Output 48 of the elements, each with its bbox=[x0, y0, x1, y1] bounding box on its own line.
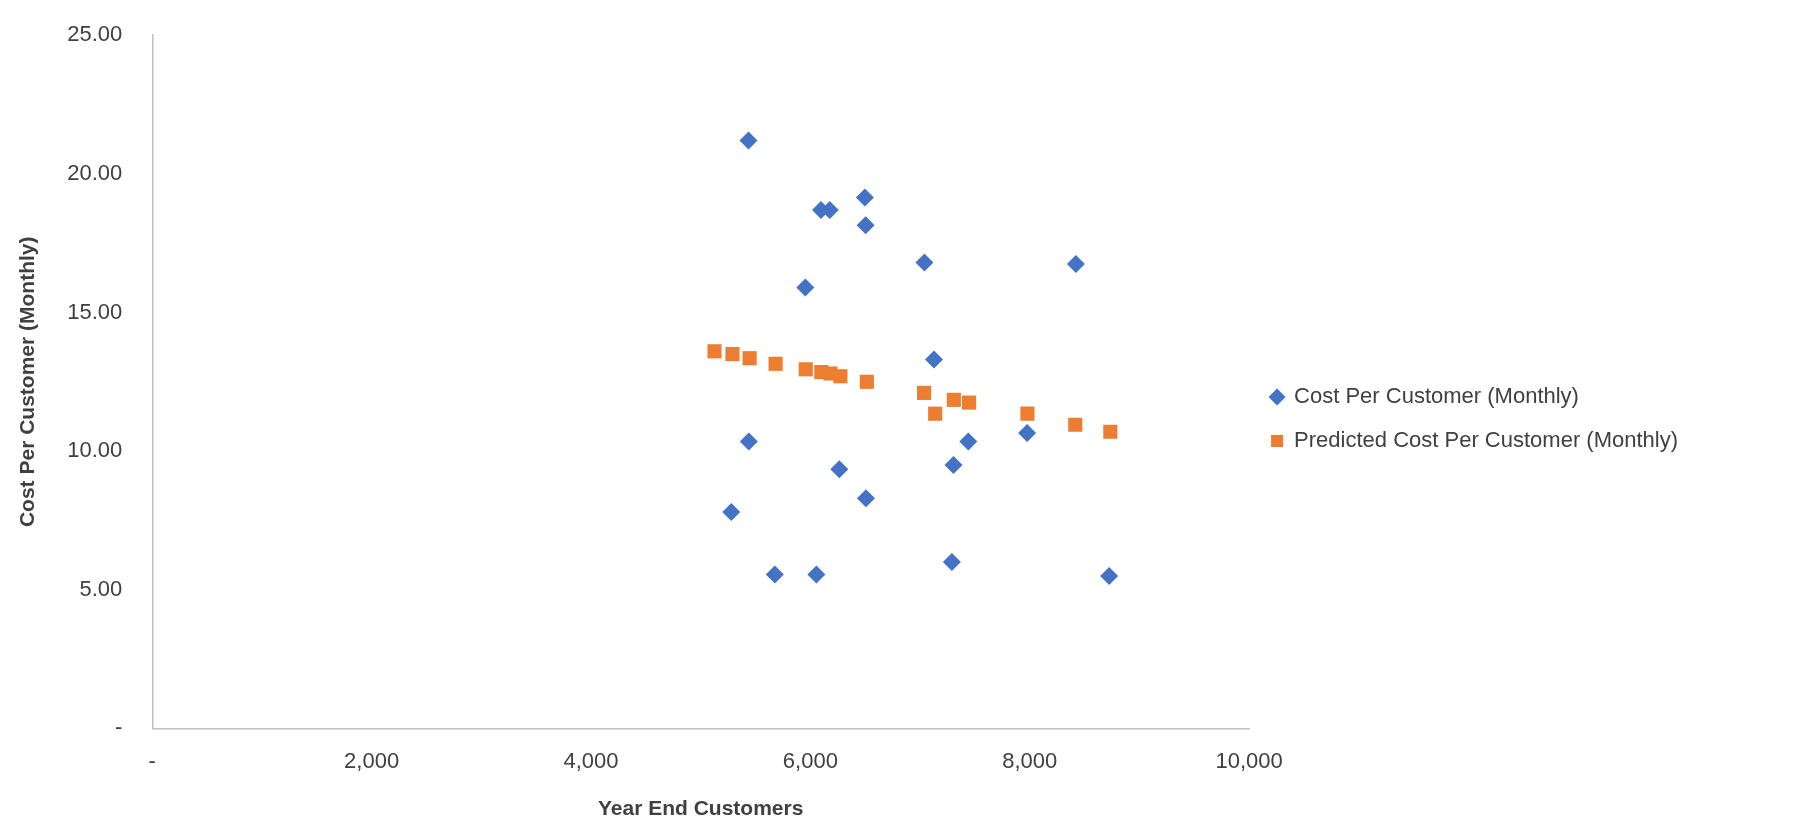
point bbox=[739, 131, 758, 150]
point bbox=[796, 278, 815, 297]
x-tick-label: - bbox=[148, 747, 156, 773]
point bbox=[830, 460, 849, 479]
y-tick-label: 10.00 bbox=[67, 437, 123, 463]
y-tick-label: 20.00 bbox=[67, 159, 123, 185]
legend-label: Cost Per Customer (Monthly) bbox=[1294, 383, 1579, 409]
point bbox=[742, 351, 757, 366]
point bbox=[707, 344, 722, 359]
x-axis-title: Year End Customers bbox=[597, 796, 804, 820]
point bbox=[722, 503, 741, 522]
point bbox=[807, 565, 826, 584]
point bbox=[942, 553, 961, 572]
point bbox=[915, 253, 934, 272]
x-tick-label: 10,000 bbox=[1215, 747, 1283, 773]
point bbox=[855, 188, 874, 207]
point bbox=[1068, 417, 1083, 432]
point bbox=[924, 350, 943, 369]
point bbox=[962, 395, 977, 410]
point bbox=[856, 489, 875, 508]
point bbox=[833, 369, 848, 384]
x-tick-label: 4,000 bbox=[563, 747, 619, 773]
point bbox=[739, 432, 758, 451]
point bbox=[1020, 406, 1035, 421]
point bbox=[765, 565, 784, 584]
point bbox=[1100, 566, 1119, 585]
point bbox=[798, 362, 813, 377]
x-tick-label: 2,000 bbox=[344, 747, 400, 773]
x-tick-label: 6,000 bbox=[782, 747, 838, 773]
point bbox=[917, 385, 932, 400]
x-tick-label: 8,000 bbox=[1002, 747, 1058, 773]
point bbox=[959, 432, 978, 451]
legend-label: Predicted Cost Per Customer (Monthly) bbox=[1294, 427, 1678, 453]
point bbox=[928, 406, 943, 421]
point bbox=[1066, 254, 1085, 273]
point bbox=[946, 392, 961, 407]
point bbox=[1018, 424, 1037, 443]
y-tick-label: 5.00 bbox=[79, 575, 123, 601]
point bbox=[1103, 424, 1118, 439]
point bbox=[768, 356, 783, 371]
y-tick-label: 15.00 bbox=[67, 298, 123, 324]
point bbox=[859, 374, 874, 389]
point bbox=[856, 216, 875, 235]
point bbox=[725, 347, 740, 362]
y-tick-label: 25.00 bbox=[67, 21, 123, 47]
point bbox=[944, 455, 963, 474]
y-axis-title: Cost Per Customer (Monthly) bbox=[15, 236, 39, 528]
y-tick-label: - bbox=[114, 714, 123, 740]
